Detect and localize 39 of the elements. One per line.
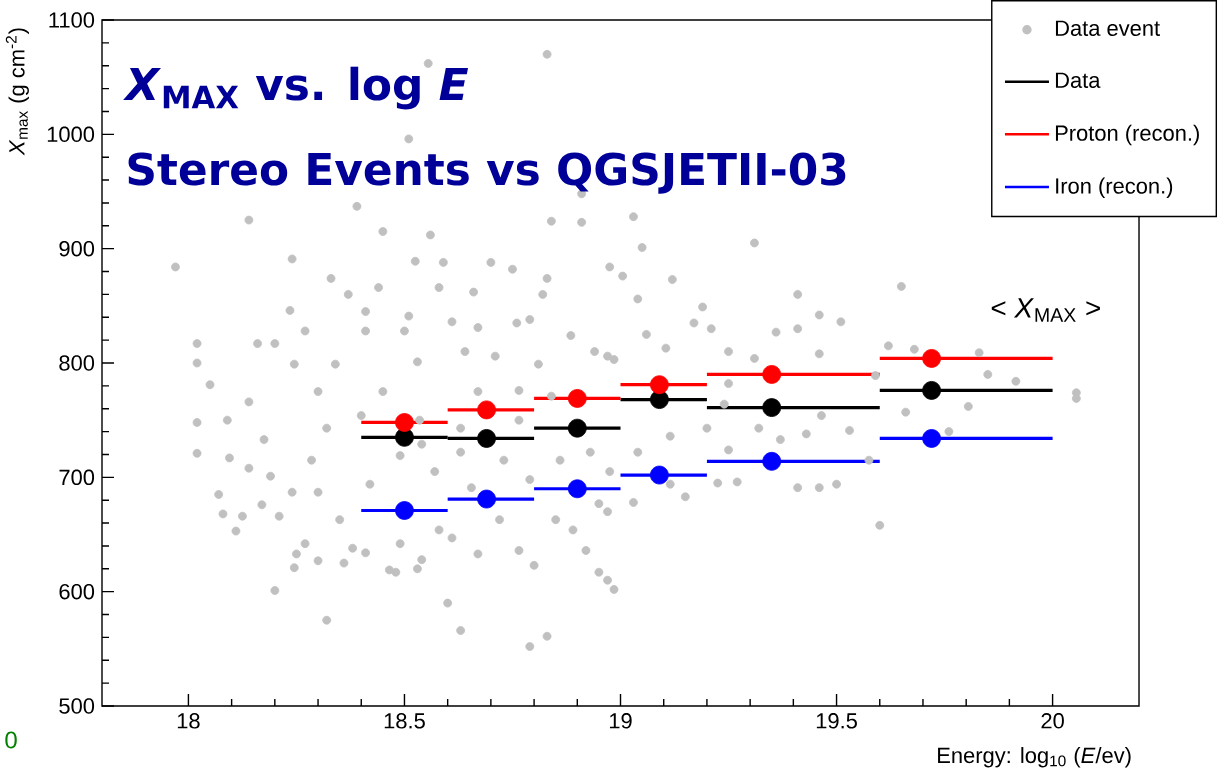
- text: Stereo Events vs QGSJETII-03: [128, 152, 846, 194]
- point: [395, 413, 414, 432]
- legend-label: Proton (recon.): [1055, 124, 1199, 146]
- legend-label: Data event: [1055, 20, 1160, 36]
- x-tick-label: 18.5: [384, 713, 425, 729]
- point: [395, 501, 414, 520]
- y-tick-label: 600: [59, 583, 95, 600]
- x-tick-label: 18: [177, 713, 200, 729]
- point: [650, 390, 669, 409]
- annotation: < X$_{MAX}$ >: [991, 298, 1100, 322]
- point: [762, 365, 782, 384]
- point: [477, 400, 496, 420]
- x-tick-label: 20: [1041, 713, 1064, 729]
- y-tick-label: 700: [59, 469, 95, 486]
- point: [922, 381, 942, 400]
- text: 0: [5, 731, 17, 749]
- point: [567, 389, 587, 408]
- x-tick-label: 19: [609, 713, 632, 729]
- y-axis-title: X$_{max}$ (g cm$^{-2}$): [5, 28, 29, 156]
- point: [477, 429, 496, 448]
- x-axis-title: Energy: log$_{10}$ (E/ev): [938, 747, 1131, 768]
- point: [762, 398, 782, 417]
- point: [922, 429, 942, 448]
- point: [650, 465, 669, 485]
- point: [922, 349, 942, 368]
- text: X$_{MAX}$ vs. log E: [123, 66, 469, 110]
- y-tick-label: 800: [59, 355, 95, 371]
- point: [762, 451, 782, 471]
- point: [650, 375, 669, 395]
- point: [567, 479, 587, 499]
- x-tick-label: 19.5: [816, 713, 857, 729]
- legend-label: Iron (recon.): [1056, 177, 1173, 199]
- point: [567, 418, 587, 438]
- legend-label: Data: [1055, 72, 1101, 89]
- y-tick-label: 1100: [49, 12, 95, 28]
- y-tick-label: 500: [59, 698, 95, 714]
- point: [477, 489, 496, 509]
- y-tick-label: 1000: [47, 126, 95, 143]
- y-tick-label: 900: [59, 240, 95, 257]
